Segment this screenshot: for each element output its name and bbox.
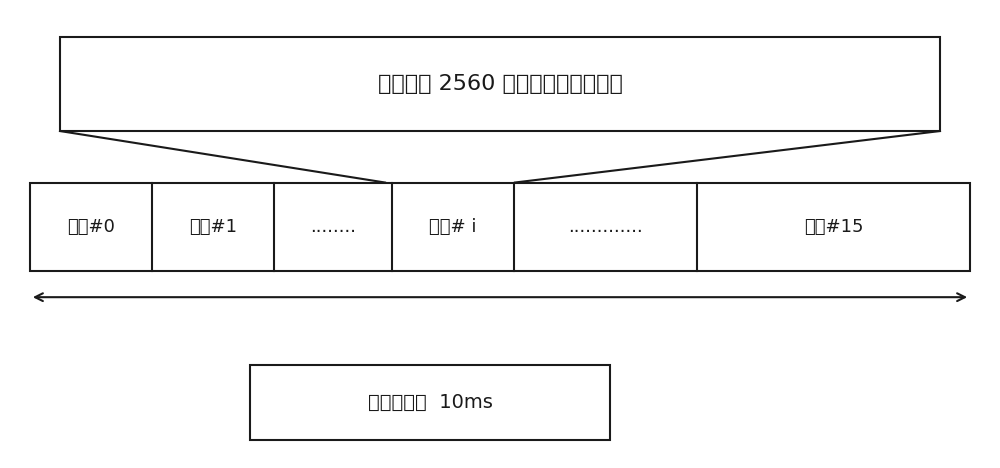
Text: 时隙#15: 时隙#15 bbox=[804, 218, 863, 236]
Bar bbox=[30, 183, 970, 271]
Text: 时隙#0: 时隙#0 bbox=[67, 218, 115, 236]
Text: ........: ........ bbox=[310, 218, 356, 236]
Bar bbox=[60, 37, 940, 131]
Text: 一个无线帧  10ms: 一个无线帧 10ms bbox=[368, 393, 492, 412]
Text: 预定义的 2560 个码片全是导频码片: 预定义的 2560 个码片全是导频码片 bbox=[378, 74, 622, 94]
Text: 时隙# i: 时隙# i bbox=[429, 218, 477, 236]
Bar bbox=[250, 365, 610, 440]
Text: .............: ............. bbox=[568, 218, 643, 236]
Text: 时隙#1: 时隙#1 bbox=[189, 218, 237, 236]
